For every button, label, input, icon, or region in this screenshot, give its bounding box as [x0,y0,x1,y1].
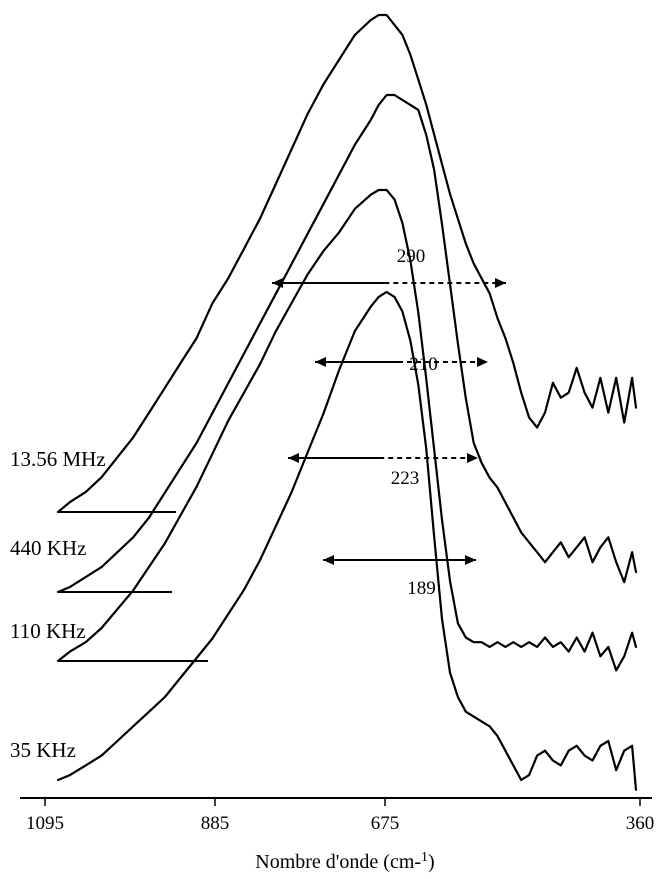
fwhm-arrow-right [467,453,478,463]
series-label-35-khz: 35 KHz [10,738,76,762]
fwhm-value-35-khz: 189 [407,578,436,599]
spectra-curves [56,13,638,791]
fwhm-arrow-right [477,357,488,367]
fwhm-marker-13-56-mhz: 290 [272,246,506,288]
x-axis-title: Nombre d'onde (cm-1) [255,850,434,874]
fwhm-arrow-left [288,453,299,463]
spectrum-curve-110-khz [56,188,638,672]
spectrum-curve-440-khz [56,93,638,594]
x-tick-label: 675 [371,813,400,834]
series-label-13-56-mhz: 13.56 MHz [10,447,106,471]
fwhm-arrow-left [315,357,326,367]
fwhm-value-13-56-mhz: 290 [397,246,426,267]
fwhm-arrow-right [495,278,506,288]
series-label-110-khz: 110 KHz [10,619,86,643]
x-tick-label: 360 [626,813,655,834]
fwhm-arrow-right [465,555,476,565]
spectrum-curve-13-56-mhz [56,13,638,514]
fwhm-marker-35-khz: 189 [323,555,476,599]
series-labels: 13.56 MHz 440 KHz 110 KHz 35 KHz [10,447,106,762]
fwhm-value-110-khz: 223 [391,468,420,489]
x-axis-ticks: 1095 885 675 360 [26,798,654,834]
x-axis: 1095 885 675 360 Nombre d'onde (cm-1) [20,797,654,874]
fwhm-marker-110-khz: 223 [288,453,478,489]
fwhm-marker-440-khz: 210 [315,354,488,375]
fwhm-arrow-left [272,278,283,288]
fwhm-value-440-khz: 210 [409,354,438,375]
series-label-440-khz: 440 KHz [10,536,86,560]
fwhm-markers: 290 210 223 189 [272,246,506,599]
x-tick-label: 885 [201,813,230,834]
spectrum-curve-35-khz [56,290,638,791]
fwhm-arrow-left [323,555,334,565]
x-tick-label: 1095 [26,813,64,834]
